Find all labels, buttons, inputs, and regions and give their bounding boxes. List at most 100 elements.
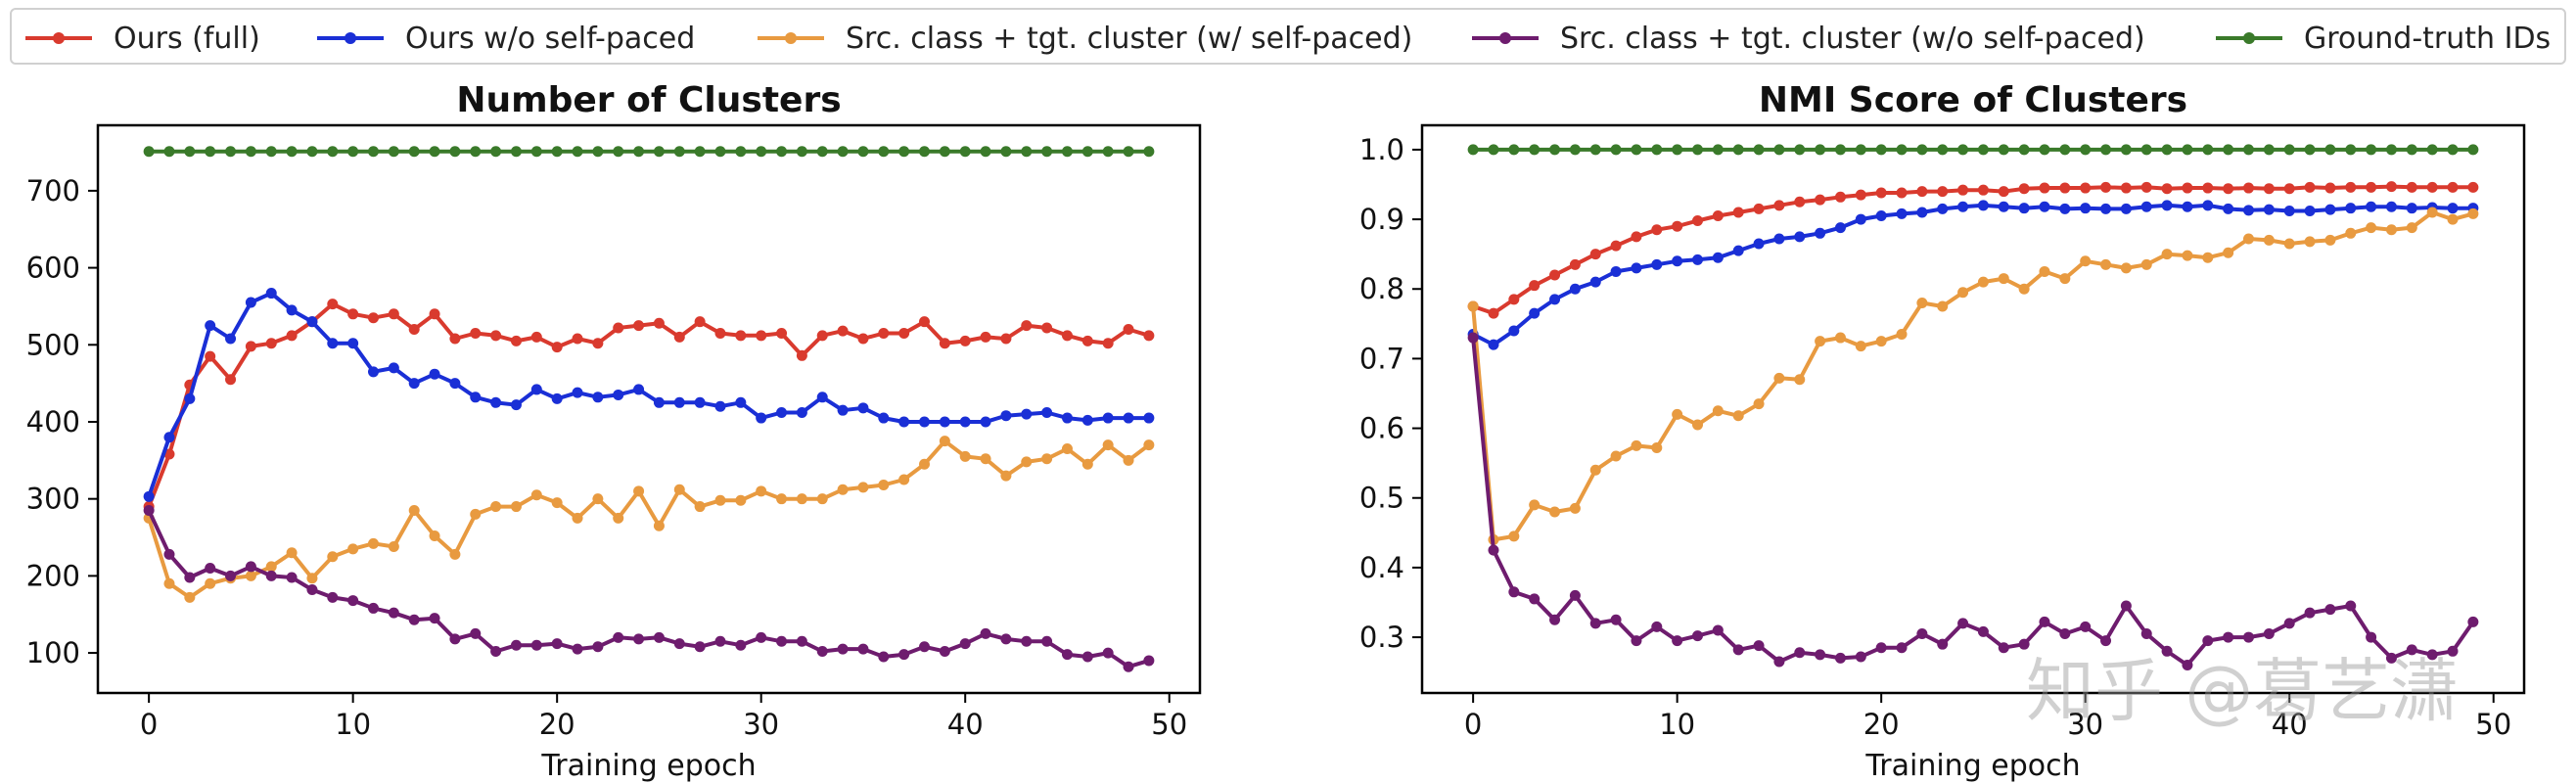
data-point-nmi-1-48 — [2447, 203, 2459, 214]
data-point-nmi-2-48 — [2447, 213, 2459, 225]
data-point-nmi-0-10 — [1672, 220, 1683, 232]
series-line-nmi-1 — [1472, 203, 2473, 347]
data-point-nmi-2-12 — [1712, 405, 1724, 417]
data-point-clusters-4-18 — [510, 146, 522, 158]
data-point-clusters-1-44 — [1041, 407, 1053, 419]
data-point-clusters-0-37 — [898, 327, 910, 339]
data-point-nmi-3-15 — [1773, 656, 1785, 668]
data-point-nmi-0-37 — [2223, 183, 2234, 195]
data-point-clusters-2-34 — [837, 484, 849, 495]
data-point-nmi-3-7 — [1610, 614, 1622, 625]
data-point-clusters-3-45 — [1061, 649, 1073, 661]
data-point-clusters-1-10 — [347, 338, 359, 349]
data-point-nmi-3-20 — [1875, 642, 1887, 654]
data-point-nmi-1-21 — [1896, 208, 1908, 219]
data-point-clusters-1-17 — [490, 396, 502, 408]
data-point-clusters-3-49 — [1143, 655, 1155, 667]
data-point-clusters-3-17 — [490, 646, 502, 658]
y-tick-label: 1.0 — [1359, 133, 1404, 166]
data-point-nmi-3-2 — [1508, 586, 1520, 598]
data-point-nmi-1-25 — [1977, 200, 1989, 211]
data-point-nmi-2-20 — [1875, 336, 1887, 347]
data-point-nmi-0-47 — [2426, 181, 2438, 193]
data-point-clusters-1-5 — [245, 297, 256, 308]
data-point-clusters-4-24 — [633, 146, 645, 158]
data-point-nmi-2-26 — [1998, 273, 2009, 285]
data-point-nmi-4-21 — [1896, 144, 1908, 156]
data-point-clusters-2-39 — [939, 436, 950, 447]
data-point-nmi-0-34 — [2161, 183, 2173, 195]
watermark: 知乎 @葛艺潇 — [2026, 651, 2460, 731]
data-point-clusters-1-15 — [449, 378, 461, 390]
x-tick-label: 50 — [2475, 708, 2511, 741]
series-line-nmi-3 — [1471, 337, 2475, 668]
data-point-nmi-3-8 — [1631, 635, 1642, 647]
data-point-clusters-1-48 — [1123, 412, 1134, 424]
data-point-clusters-3-41 — [980, 627, 991, 639]
data-point-clusters-3-2 — [184, 572, 196, 583]
y-tick-label: 100 — [26, 636, 80, 669]
data-point-nmi-2-32 — [2120, 262, 2132, 274]
data-point-clusters-3-1 — [163, 548, 175, 560]
data-point-nmi-3-11 — [1692, 630, 1703, 642]
y-tick-label: 400 — [26, 405, 80, 438]
data-point-clusters-4-32 — [796, 146, 807, 158]
data-point-nmi-1-17 — [1815, 227, 1826, 239]
data-point-nmi-0-11 — [1692, 214, 1703, 226]
data-point-nmi-0-30 — [2080, 182, 2092, 194]
data-point-nmi-3-35 — [2182, 660, 2193, 671]
data-point-nmi-1-14 — [1753, 238, 1765, 250]
data-point-clusters-4-21 — [572, 146, 583, 158]
data-point-nmi-3-33 — [2140, 628, 2152, 640]
data-point-nmi-4-6 — [1589, 144, 1601, 156]
data-point-clusters-0-47 — [1102, 338, 1114, 349]
data-point-clusters-3-44 — [1041, 635, 1053, 647]
data-point-nmi-0-28 — [2039, 182, 2050, 194]
data-point-clusters-0-32 — [796, 349, 807, 361]
data-point-clusters-0-39 — [939, 338, 950, 349]
x-tick-label: 0 — [140, 708, 158, 741]
data-point-clusters-3-11 — [368, 602, 379, 614]
data-point-clusters-1-8 — [306, 316, 318, 328]
data-point-clusters-2-9 — [327, 551, 339, 563]
data-point-clusters-4-41 — [980, 146, 991, 158]
data-point-nmi-2-46 — [2406, 222, 2417, 234]
data-point-nmi-0-45 — [2385, 181, 2397, 193]
data-point-clusters-4-33 — [816, 146, 828, 158]
data-point-nmi-3-36 — [2202, 635, 2214, 647]
data-point-clusters-2-31 — [776, 493, 788, 505]
data-point-nmi-3-45 — [2385, 652, 2397, 664]
data-point-clusters-4-37 — [898, 146, 910, 158]
data-point-nmi-1-46 — [2406, 203, 2417, 214]
data-point-nmi-4-1 — [1488, 144, 1499, 156]
data-point-nmi-4-28 — [2039, 144, 2050, 156]
data-point-nmi-4-48 — [2447, 144, 2459, 156]
data-point-nmi-0-15 — [1773, 200, 1785, 211]
data-point-clusters-3-29 — [735, 639, 747, 651]
data-point-nmi-0-9 — [1651, 224, 1663, 236]
data-point-clusters-4-35 — [857, 146, 869, 158]
data-point-clusters-1-6 — [265, 288, 277, 300]
data-point-nmi-0-13 — [1732, 207, 1744, 218]
data-point-clusters-0-22 — [592, 338, 604, 349]
data-point-nmi-1-11 — [1692, 254, 1703, 265]
data-point-nmi-3-10 — [1672, 635, 1683, 647]
chart-number-of-clusters: Number of Clusters 0 10 20 30 40 50 100 200 300 40… — [26, 80, 1202, 783]
data-point-nmi-4-41 — [2304, 144, 2316, 156]
data-point-clusters-3-15 — [449, 633, 461, 645]
data-point-clusters-2-48 — [1123, 454, 1134, 466]
data-point-nmi-0-31 — [2100, 181, 2112, 193]
data-point-nmi-4-10 — [1672, 144, 1683, 156]
data-point-nmi-4-23 — [1937, 144, 1949, 156]
data-point-clusters-0-19 — [530, 331, 542, 343]
data-point-nmi-1-32 — [2120, 203, 2132, 214]
data-point-nmi-4-43 — [2345, 144, 2357, 156]
data-point-clusters-1-37 — [898, 416, 910, 428]
data-point-nmi-4-26 — [1998, 144, 2009, 156]
legend-label-ours-wo-self-paced: Ours w/o self-paced — [405, 21, 696, 56]
data-point-nmi-2-14 — [1753, 398, 1765, 410]
data-point-clusters-3-34 — [837, 643, 849, 655]
data-point-clusters-1-33 — [816, 392, 828, 403]
x-tick-label: 30 — [743, 708, 779, 741]
data-point-clusters-4-7 — [286, 146, 298, 158]
